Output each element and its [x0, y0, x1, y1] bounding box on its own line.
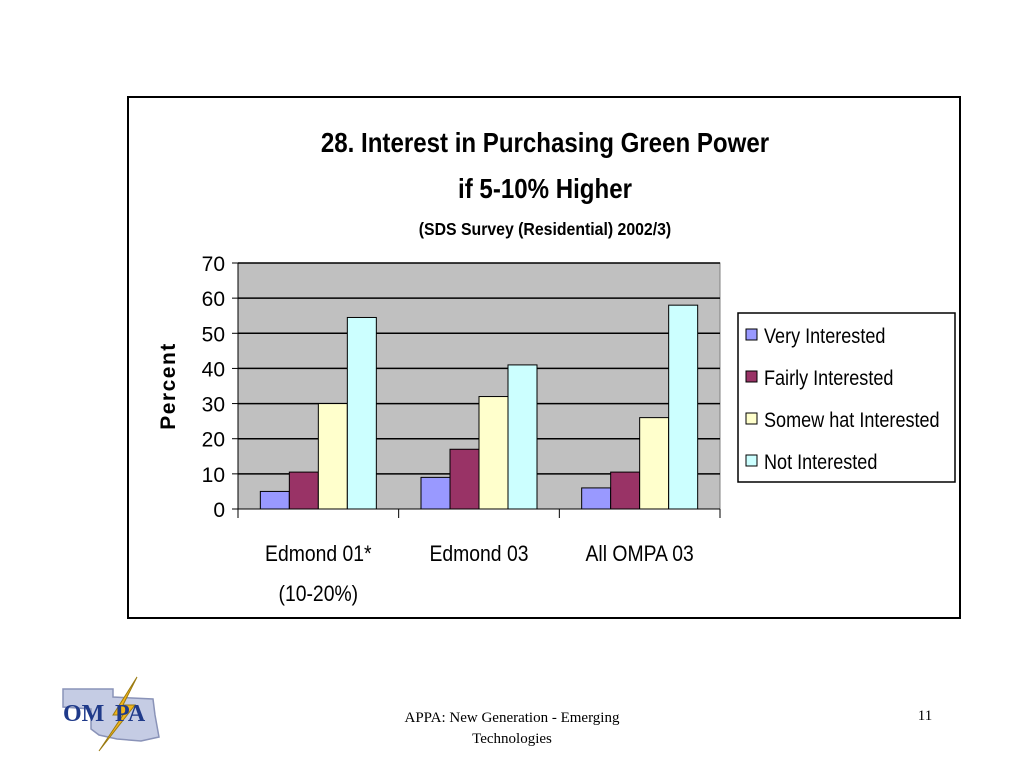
bar-very-interested	[581, 487, 612, 510]
legend-entry: Very Interested	[764, 325, 885, 349]
legend-swatch-fairly-interested	[745, 370, 758, 383]
ompa-logo-graphic: OM PA	[62, 676, 160, 752]
y-tick-label: 0	[213, 499, 225, 522]
svg-text:PA: PA	[115, 701, 146, 727]
slide-number: 11	[917, 708, 933, 724]
legend-entry: Fairly Interested	[764, 367, 893, 391]
chart-title: 28. Interest in Purchasing Green Power	[321, 126, 769, 158]
x-tick-label: Edmond 01*	[265, 542, 372, 566]
footer-title-line2: Technologies	[472, 731, 552, 747]
y-tick-label: 40	[202, 358, 225, 381]
bar-very-interested	[420, 476, 451, 510]
legend-entry: Somew hat Interested	[764, 409, 940, 433]
chart-title-line2: if 5-10% Higher	[458, 172, 632, 204]
bar-not-interested	[507, 364, 538, 510]
y-tick-label: 30	[202, 394, 225, 417]
chart-subtitle: (SDS Survey (Residential) 2002/3)	[419, 219, 671, 239]
ompa-logo: OM PA	[55, 675, 165, 755]
bar-fairly-interested	[288, 471, 319, 510]
x-tick-sublabel: (10-20%)	[279, 582, 359, 606]
bar-not-interested	[346, 316, 377, 510]
bar-somew-hat-interested	[317, 403, 348, 510]
legend-swatch-very-interested	[745, 328, 758, 341]
svg-text:OM: OM	[63, 701, 104, 727]
y-tick-label: 50	[202, 323, 225, 346]
bar-somew-hat-interested	[639, 417, 670, 510]
x-tick-label: All OMPA 03	[586, 542, 694, 566]
y-tick-label: 70	[202, 253, 225, 276]
y-tick-label: 10	[202, 464, 225, 487]
legend-entry: Not Interested	[764, 451, 877, 475]
y-axis-label: Percent	[157, 342, 180, 430]
legend-swatch-somew-hat-interested	[745, 412, 758, 425]
footer-title: APPA: New Generation - Emerging Technolo…	[340, 708, 684, 750]
bar-not-interested	[668, 304, 699, 510]
y-tick-label: 60	[202, 288, 225, 311]
legend-swatch-not-interested	[745, 454, 758, 467]
bar-somew-hat-interested	[478, 396, 509, 510]
bar-very-interested	[259, 490, 290, 510]
x-tick-label: Edmond 03	[429, 542, 528, 566]
bar-fairly-interested	[449, 448, 480, 510]
legend-box	[737, 312, 956, 483]
footer-title-line1: APPA: New Generation - Emerging	[404, 710, 620, 726]
y-tick-label: 20	[202, 429, 225, 452]
bar-fairly-interested	[610, 471, 641, 510]
